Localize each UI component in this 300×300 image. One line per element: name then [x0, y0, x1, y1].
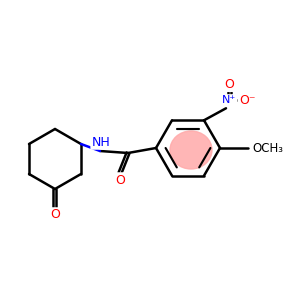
Text: O: O: [115, 173, 125, 187]
Text: OCH₃: OCH₃: [253, 142, 284, 154]
Text: O: O: [50, 208, 60, 221]
Ellipse shape: [170, 131, 212, 169]
Text: O⁻: O⁻: [239, 94, 255, 107]
Text: O: O: [224, 78, 234, 91]
Text: NH: NH: [92, 136, 110, 148]
Text: N⁺: N⁺: [222, 95, 236, 105]
